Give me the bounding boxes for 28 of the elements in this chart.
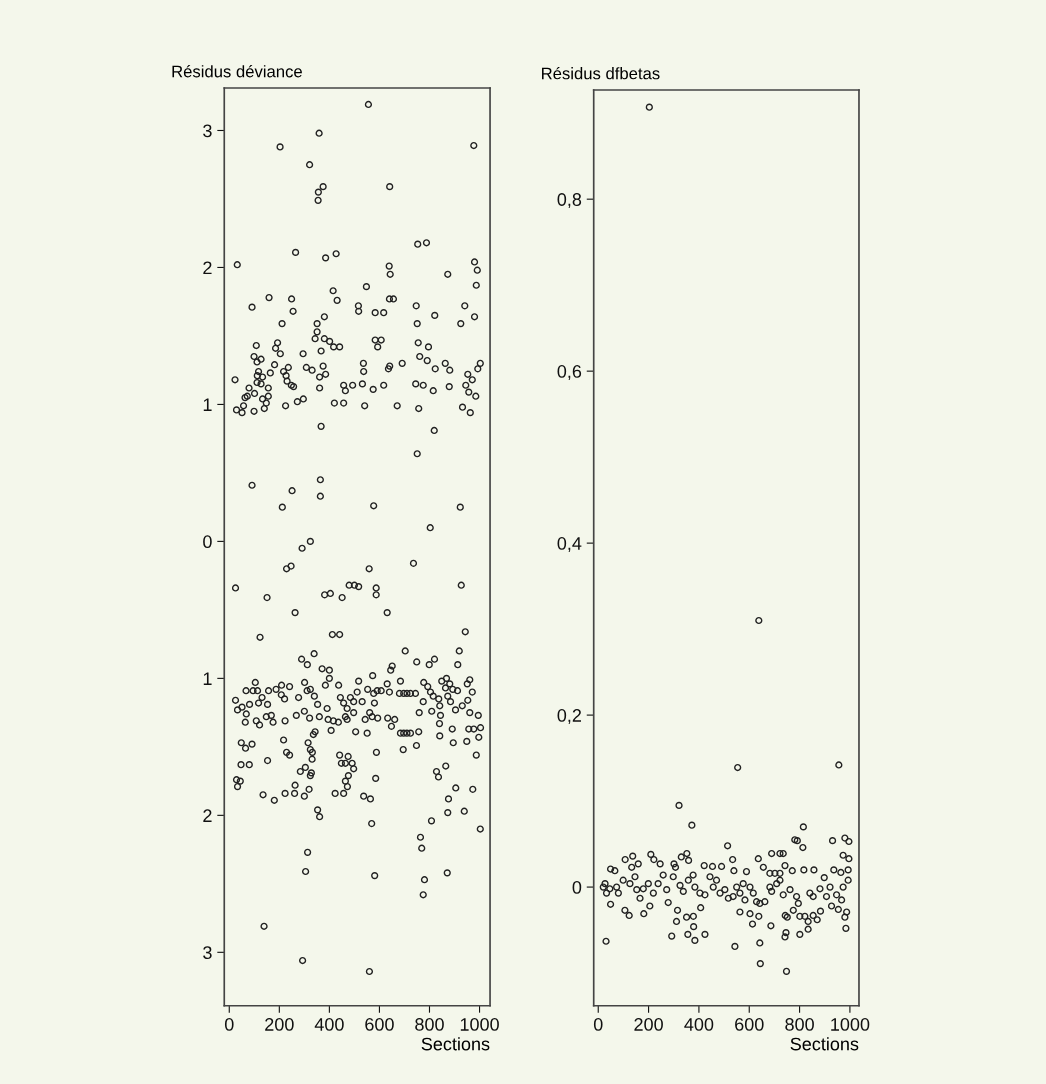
x-tick-label: 400 [684, 1018, 714, 1031]
x-axis-title: Sections [421, 1037, 490, 1051]
y-tick-label: 0,4 [557, 537, 582, 552]
y-tick-label: 1 [203, 672, 212, 685]
y-tick-label: 2 [203, 261, 212, 274]
x-tick-label: 200 [265, 1018, 294, 1031]
y-tick-label: 0 [203, 535, 212, 549]
x-tick-label: 800 [785, 1018, 814, 1031]
x-axis-title: Sections [790, 1037, 859, 1051]
y-tick-label: 0 [572, 881, 582, 894]
x-tick-label: 400 [314, 1018, 344, 1031]
x-tick-label: 600 [365, 1018, 394, 1031]
x-tick-label: 1000 [460, 1018, 499, 1031]
y-tick-label: 2 [203, 809, 212, 822]
x-tick-label: 0 [593, 1018, 603, 1031]
x-tick-label: 1000 [831, 1018, 870, 1031]
x-tick-label: 800 [415, 1018, 444, 1031]
x-tick-label: 200 [634, 1018, 663, 1031]
y-tick-label: 0,6 [557, 365, 582, 380]
x-tick-label: 600 [735, 1018, 764, 1031]
y-tick-label: 0,2 [557, 709, 581, 724]
chart-title: Résidus déviance [172, 64, 302, 78]
y-tick-label: 1 [203, 398, 212, 411]
chart-title: Résidus dfbetas [542, 66, 660, 80]
y-tick-label: 0,8 [557, 193, 582, 209]
x-tick-label: 0 [224, 1018, 234, 1031]
y-tick-label: 3 [203, 124, 212, 138]
y-tick-label: 3 [203, 946, 212, 960]
